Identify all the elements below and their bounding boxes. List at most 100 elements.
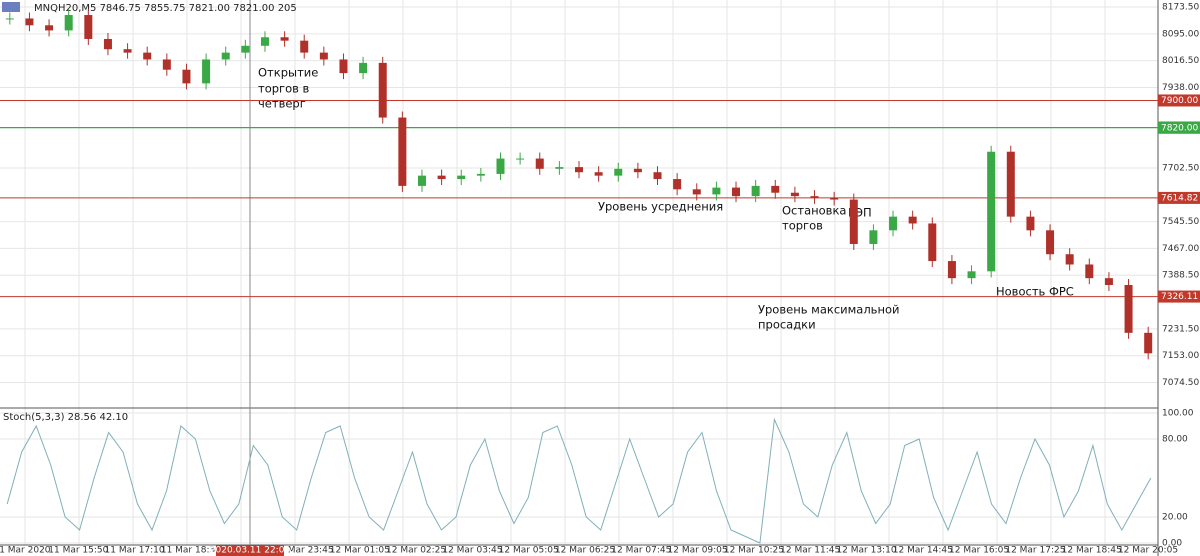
y-tick-label: 7938.00: [1162, 83, 1199, 93]
level-label: 7900.00: [1161, 96, 1198, 106]
candle: [673, 179, 682, 190]
y-tick-label: 8016.50: [1162, 56, 1199, 66]
y-tick-label: 7074.50: [1162, 378, 1199, 388]
x-tick-label: 12 Mar 13:10: [836, 546, 896, 556]
y-tick-label: 7231.50: [1162, 324, 1199, 334]
x-tick-label: 12 Mar 01:05: [330, 546, 390, 556]
candle: [633, 168, 642, 173]
level-tag: [1158, 191, 1200, 204]
stoch-tick-label: 20.00: [1162, 513, 1188, 523]
candle: [417, 175, 426, 186]
candle: [987, 151, 996, 272]
candle: [84, 15, 93, 39]
toolbar-icons[interactable]: [2, 2, 20, 12]
candle: [378, 62, 387, 118]
candle: [359, 62, 368, 74]
candle: [339, 59, 348, 74]
candle: [103, 38, 112, 50]
x-tick-label: 12 Mar 05:05: [499, 546, 559, 556]
candle: [123, 49, 132, 53]
x-tick-label: 12 Mar 09:05: [668, 546, 728, 556]
y-tick-label: 7702.50: [1162, 163, 1199, 173]
candle: [928, 223, 937, 262]
candle: [1026, 216, 1035, 231]
indicator-label: Stoch(5,3,3) 28.56 42.10: [3, 412, 128, 423]
candle: [25, 18, 34, 26]
x-tick-label: 12 Mar 20:05: [1118, 546, 1178, 556]
candle: [5, 18, 14, 20]
candle: [457, 175, 466, 180]
x-tick-label: 12 Mar 10:25: [724, 546, 784, 556]
candle: [535, 158, 544, 169]
level-label: 7614.82: [1161, 193, 1198, 203]
candle: [300, 40, 309, 53]
candle: [594, 172, 603, 176]
candle: [869, 230, 878, 244]
x-tick-label: 12 Mar 02:25: [386, 546, 446, 556]
x-tick-label: 11 Mar 2020: [0, 546, 51, 556]
candle: [45, 25, 54, 31]
candle: [319, 52, 328, 60]
candle: [1046, 230, 1055, 255]
candle: [476, 173, 485, 176]
x-tick-label: 11 Mar 17:10: [105, 546, 165, 556]
annotation: Открытие: [258, 66, 318, 80]
y-tick-label: 7388.50: [1162, 271, 1199, 281]
candle: [162, 59, 171, 70]
x-tick-label: 11 Mar 23:45: [273, 546, 333, 556]
header: MNQH20,M5 7846.75 7855.75 7821.00 7821.0…: [34, 3, 297, 14]
annotation: торгов в: [258, 82, 310, 96]
candle: [732, 187, 741, 197]
annotation: Уровень усреднения: [598, 200, 723, 214]
crosshair-tag: [216, 545, 284, 556]
candle: [398, 117, 407, 186]
crosshair-label: 2020.03.11 22:00: [210, 546, 291, 556]
stoch-tick-label: 100.00: [1162, 409, 1194, 419]
candle: [143, 52, 152, 60]
candle: [830, 197, 839, 200]
y-tick-label: 8095.00: [1162, 29, 1199, 39]
candle: [614, 168, 623, 176]
candle: [1006, 151, 1015, 217]
x-tick-label: 12 Mar 18:45: [1062, 546, 1122, 556]
stoch-line: [6, 417, 1152, 544]
x-tick-label: 12 Mar 03:45: [442, 546, 502, 556]
x-tick-label: 12 Mar 07:45: [611, 546, 671, 556]
y-tick-label: 8173.50: [1162, 3, 1199, 13]
annotation: торгов: [782, 219, 823, 233]
x-tick-label: 12 Mar 14:45: [893, 546, 953, 556]
y-tick-label: 7545.50: [1162, 217, 1199, 227]
level-label: 7820.00: [1161, 123, 1198, 133]
stoch-tick-label: 0.00: [1162, 539, 1182, 549]
candle: [692, 189, 701, 195]
candle: [241, 45, 250, 53]
candle: [437, 175, 446, 180]
candle: [182, 69, 191, 84]
stoch-tick-label: 80.00: [1162, 435, 1188, 445]
x-tick-label: 11 Mar 15:50: [48, 546, 108, 556]
candle: [202, 59, 211, 84]
x-tick-label: 12 Mar 06:25: [555, 546, 615, 556]
candle: [653, 172, 662, 180]
annotation: Остановка: [782, 204, 846, 218]
y-tick-label: 7153.00: [1162, 351, 1199, 361]
candle: [908, 216, 917, 224]
annotation: Уровень максимальной: [758, 303, 900, 317]
annotation: просадки: [758, 318, 816, 332]
candle: [1124, 284, 1133, 333]
level-tag: [1158, 290, 1200, 303]
level-tag: [1158, 94, 1200, 107]
candle: [260, 37, 269, 46]
x-tick-label: 12 Mar 11:45: [780, 546, 840, 556]
level-label: 7326.11: [1161, 292, 1198, 302]
candle: [64, 15, 73, 31]
candle: [1144, 332, 1153, 354]
candle: [771, 185, 780, 193]
y-tick-label: 7467.00: [1162, 244, 1199, 254]
candle: [790, 192, 799, 197]
annotation: четверг: [258, 97, 306, 111]
x-tick-label: 11 Mar 18:30: [161, 546, 221, 556]
candle: [496, 158, 505, 174]
candle: [575, 167, 583, 173]
